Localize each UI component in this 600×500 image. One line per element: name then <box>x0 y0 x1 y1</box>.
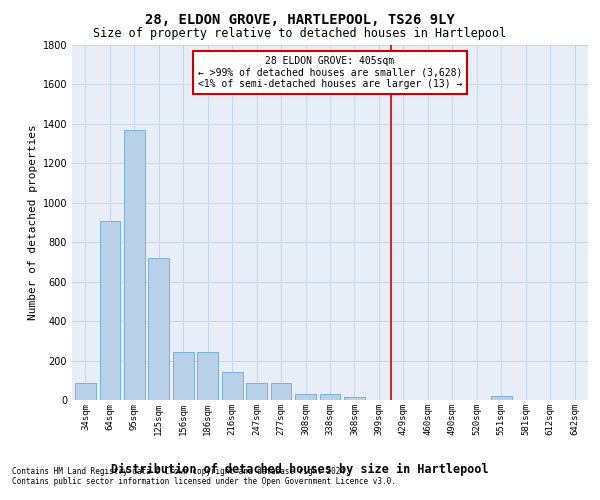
Text: 28, ELDON GROVE, HARTLEPOOL, TS26 9LY: 28, ELDON GROVE, HARTLEPOOL, TS26 9LY <box>145 12 455 26</box>
Bar <box>344 397 365 400</box>
Bar <box>320 394 340 400</box>
Text: Contains public sector information licensed under the Open Government Licence v3: Contains public sector information licen… <box>12 477 396 486</box>
Bar <box>173 352 194 400</box>
Y-axis label: Number of detached properties: Number of detached properties <box>28 124 38 320</box>
Bar <box>271 383 292 400</box>
Bar <box>124 130 145 400</box>
Text: Distribution of detached houses by size in Hartlepool: Distribution of detached houses by size … <box>111 462 489 475</box>
Text: 28 ELDON GROVE: 405sqm
← >99% of detached houses are smaller (3,628)
<1% of semi: 28 ELDON GROVE: 405sqm ← >99% of detache… <box>198 56 462 89</box>
Bar <box>148 258 169 400</box>
Bar <box>75 383 96 400</box>
Bar <box>491 396 512 400</box>
Bar <box>295 394 316 400</box>
Bar <box>246 383 267 400</box>
Text: Size of property relative to detached houses in Hartlepool: Size of property relative to detached ho… <box>94 28 506 40</box>
Bar <box>100 220 120 400</box>
Bar <box>222 372 242 400</box>
Bar <box>197 352 218 400</box>
Text: Contains HM Land Registry data © Crown copyright and database right 2024.: Contains HM Land Registry data © Crown c… <box>12 467 350 476</box>
